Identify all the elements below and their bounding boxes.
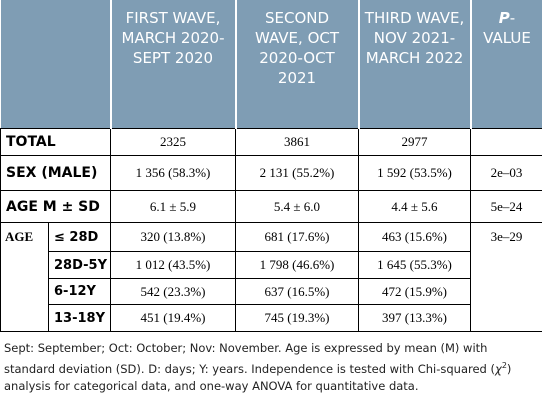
cell: 1 592 (53.5%) bbox=[358, 155, 471, 191]
cell: 745 (19.3%) bbox=[235, 304, 359, 332]
p-rest: -VALUE bbox=[483, 9, 531, 47]
row-label: 28D-5Y bbox=[48, 251, 111, 279]
cell: 2977 bbox=[358, 128, 471, 156]
header-cell: THIRD WAVE, NOV 2021-MARCH 2022 bbox=[357, 0, 471, 129]
footnote-symbol: χ bbox=[495, 361, 502, 376]
header-row: FIRST WAVE, MARCH 2020-SEPT 2020 SECOND W… bbox=[0, 0, 542, 129]
row: AGE M ± SD 6.1 ± 5.9 5.4 ± 6.0 4.4 ± 5.6 5e–… bbox=[0, 190, 542, 223]
row-label: 6-12Y bbox=[48, 278, 111, 305]
cell: 5.4 ± 6.0 bbox=[235, 190, 359, 223]
row-label: SEX (MALE) bbox=[0, 155, 111, 191]
p-value: 5e–24 bbox=[470, 190, 542, 223]
cell: 1 645 (55.3%) bbox=[358, 251, 471, 279]
header-cell: SECOND WAVE, OCT 2020-OCT 2021 bbox=[234, 0, 359, 129]
cell: 472 (15.9%) bbox=[358, 278, 471, 305]
row-label: 13-18Y bbox=[48, 304, 111, 332]
cell: 2325 bbox=[110, 128, 236, 156]
header-cell: FIRST WAVE, MARCH 2020-SEPT 2020 bbox=[109, 0, 236, 129]
row: 13-18Y 451 (19.4%) 745 (19.3%) 397 (13.3%) bbox=[1, 304, 542, 332]
p-value bbox=[470, 128, 542, 156]
footnote-sup: 2 bbox=[501, 361, 507, 370]
p-value: 3e–29 bbox=[470, 222, 542, 332]
row: 6-12Y 542 (23.3%) 637 (16.5%) 472 (15.9%) bbox=[1, 278, 542, 305]
footnote-text: ) analysis for categorical data, and one… bbox=[4, 361, 512, 393]
footnote-text: Sept: September; Oct: October; Nov: Nove… bbox=[4, 341, 495, 376]
row: SEX (MALE) 1 356 (58.3%) 2 131 (55.2%) 1 59… bbox=[0, 155, 542, 191]
cell: 463 (15.6%) bbox=[358, 222, 471, 252]
row-label: AGE M ± SD bbox=[0, 190, 111, 223]
row: 28D-5Y 1 012 (43.5%) 1 798 (46.6%) 1 645 (5… bbox=[1, 251, 542, 279]
cell: 1 798 (46.6%) bbox=[235, 251, 359, 279]
cell: 320 (13.8%) bbox=[110, 222, 236, 252]
cell: 1 356 (58.3%) bbox=[110, 155, 236, 191]
cell: 2 131 (55.2%) bbox=[235, 155, 359, 191]
cell: 4.4 ± 5.6 bbox=[358, 190, 471, 223]
row-label: ≤ 28D bbox=[48, 222, 111, 252]
cell: 6.1 ± 5.9 bbox=[110, 190, 236, 223]
header-blank bbox=[0, 0, 111, 129]
row-label: TOTAL bbox=[0, 128, 111, 156]
cell: 1 012 (43.5%) bbox=[110, 251, 236, 279]
group-label: AGE bbox=[0, 222, 49, 332]
p-italic: P bbox=[498, 9, 510, 27]
data-table: FIRST WAVE, MARCH 2020-SEPT 2020 SECOND W… bbox=[0, 0, 542, 332]
cell: 3861 bbox=[235, 128, 359, 156]
cell: 637 (16.5%) bbox=[235, 278, 359, 305]
header-cell: P-VALUE bbox=[469, 0, 542, 129]
cell: 542 (23.3%) bbox=[110, 278, 236, 305]
p-value: 2e–03 bbox=[470, 155, 542, 191]
row: AGE ≤ 28D 320 (13.8%) 681 (17.6%) 463 (15.6%… bbox=[0, 222, 542, 332]
footnote: Sept: September; Oct: October; Nov: Nove… bbox=[4, 340, 538, 395]
cell: 681 (17.6%) bbox=[235, 222, 359, 252]
cell: 451 (19.4%) bbox=[110, 304, 236, 332]
row: TOTAL 2325 3861 2977 bbox=[0, 128, 542, 156]
cell: 397 (13.3%) bbox=[358, 304, 471, 332]
